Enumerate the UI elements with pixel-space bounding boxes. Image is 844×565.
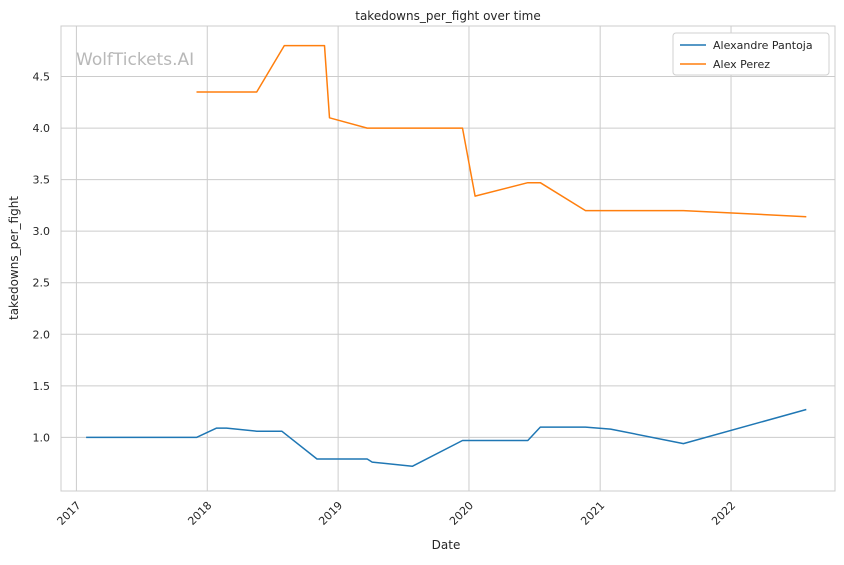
y-tick-labels: 1.0 1.5 2.0 2.5 3.0 3.5 4.0 4.5: [33, 71, 51, 445]
legend: Alexandre Pantoja Alex Perez: [672, 32, 830, 76]
series-lines: [86, 44, 807, 468]
y-tick-label: 3.0: [33, 225, 51, 238]
chart-title: takedowns_per_fight over time: [355, 9, 541, 23]
legend-label-perez: Alex Perez: [713, 58, 770, 71]
y-tick-label: 1.5: [33, 380, 51, 393]
series-line-perez: [196, 44, 807, 218]
y-axis-label: takedowns_per_fight: [7, 196, 21, 320]
legend-box: [672, 32, 830, 76]
watermark: WolfTickets.AI: [76, 50, 194, 70]
plot-area: [60, 25, 836, 492]
y-tick-label: 4.0: [33, 122, 51, 135]
y-tick-label: 1.0: [33, 431, 51, 444]
legend-label-pantoja: Alexandre Pantoja: [713, 39, 813, 52]
y-tick-label: 2.5: [33, 277, 51, 290]
series-line-pantoja: [86, 408, 807, 468]
y-tick-label: 3.5: [33, 174, 51, 187]
y-tick-label: 4.5: [33, 71, 51, 84]
x-axis-label: Date: [432, 538, 461, 552]
y-tick-label: 2.0: [33, 328, 51, 341]
